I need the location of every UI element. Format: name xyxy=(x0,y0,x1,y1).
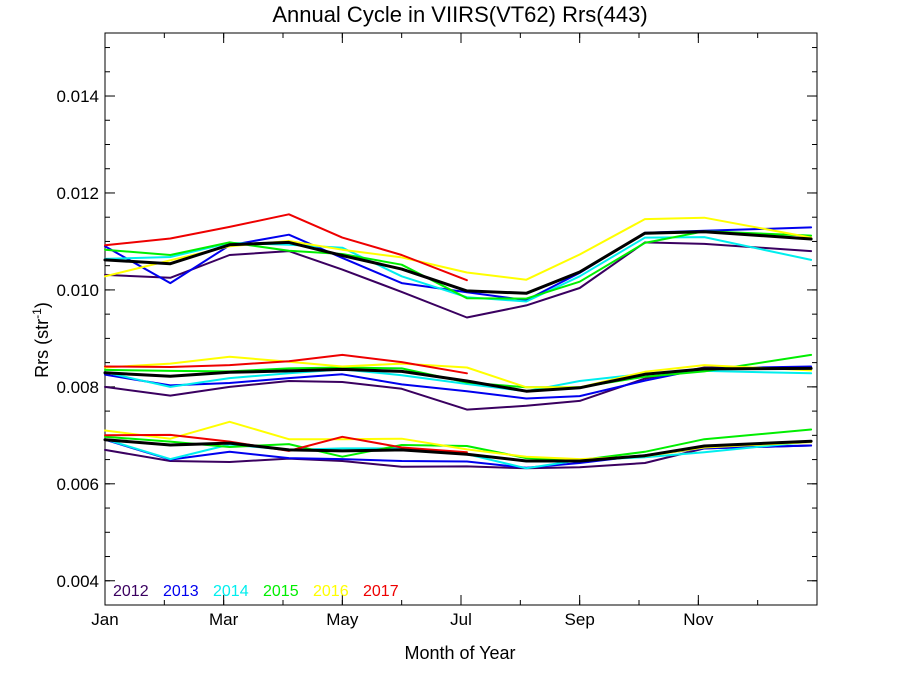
series-line-2015-3 xyxy=(104,428,813,462)
y-axis-title: Rrs (str-1) xyxy=(30,302,52,378)
series-line-2012-3 xyxy=(104,444,813,470)
legend-entry-2014: 2014 xyxy=(213,583,249,600)
series-line-2013-2 xyxy=(104,365,813,400)
legend-entry-2013: 2013 xyxy=(163,583,199,600)
y-tick-label: 0.014 xyxy=(56,87,99,106)
plot-area: Jan Mar May Jul Sep Nov 0.004 0.006 0.008 0.010 0.… xyxy=(56,32,818,629)
x-tick-label: May xyxy=(326,610,359,629)
x-tick-label: Sep xyxy=(565,610,595,629)
plot-frame xyxy=(104,32,818,606)
x-tick-label: Mar xyxy=(209,610,239,629)
x-axis-title: Month of Year xyxy=(404,643,515,663)
y-axis-title-exponent: -1 xyxy=(30,308,44,319)
series-line-2016-1 xyxy=(104,216,813,281)
y-tick-label: 0.012 xyxy=(56,184,99,203)
series-line-2017-2 xyxy=(104,353,468,375)
y-tick-label: 0.004 xyxy=(56,572,99,591)
y-tick-label: 0.006 xyxy=(56,475,99,494)
legend-entry-2015: 2015 xyxy=(263,583,299,600)
mean-line-3 xyxy=(103,438,813,463)
y-axis-title-suffix: ) xyxy=(32,302,52,308)
legend-entry-2016: 2016 xyxy=(313,583,349,600)
legend-entry-2017: 2017 xyxy=(363,583,399,600)
series-line-2016-2 xyxy=(104,355,813,389)
legend-entry-2012: 2012 xyxy=(113,583,149,600)
x-tick-label: Jul xyxy=(450,610,472,629)
series-line-2012-1 xyxy=(104,241,813,319)
x-tick-label: Nov xyxy=(683,610,714,629)
mean-line-1 xyxy=(103,230,813,295)
y-tick-label: 0.008 xyxy=(56,378,99,397)
y-tick-label: 0.010 xyxy=(56,281,99,300)
x-tick-label: Jan xyxy=(91,610,118,629)
legend: 2012 2013 2014 2015 2016 2017 xyxy=(113,583,399,600)
mean-line-2 xyxy=(103,366,813,393)
series-line-2017-1 xyxy=(104,213,468,282)
y-axis-title-text: Rrs (str xyxy=(32,319,52,378)
chart-title: Annual Cycle in VIIRS(VT62) Rrs(443) xyxy=(272,2,647,27)
